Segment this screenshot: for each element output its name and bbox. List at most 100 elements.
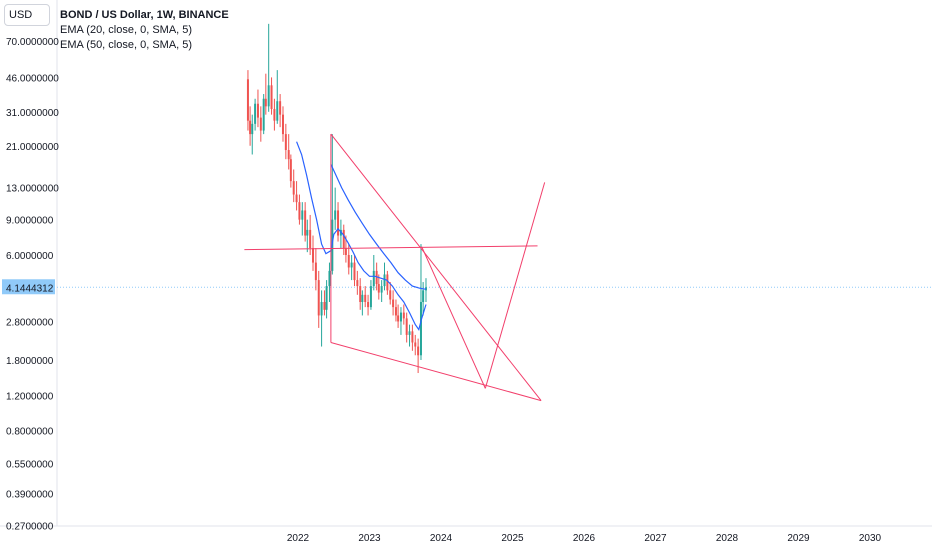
candle-body	[344, 248, 347, 255]
x-tick-label: 2024	[430, 533, 453, 544]
x-tick-label: 2025	[501, 533, 524, 544]
candle-body	[402, 312, 405, 319]
candle-body	[392, 299, 395, 308]
candle-body	[389, 290, 392, 300]
candle-body	[399, 312, 402, 322]
candle-body	[353, 262, 356, 281]
candle-body	[323, 302, 326, 310]
symbol-title[interactable]: BOND / US Dollar, 1W, BINANCE	[60, 9, 229, 21]
candle-body	[320, 302, 323, 316]
last-price-label-bg	[2, 279, 55, 295]
candle-body	[375, 270, 378, 285]
candle-body	[262, 98, 265, 131]
candle-body	[270, 85, 273, 110]
y-tick-label: 9.0000000	[6, 216, 54, 227]
y-tick-label: 2.8000000	[6, 317, 54, 328]
candle-body	[284, 134, 287, 151]
y-tick-label: 13.0000000	[6, 184, 59, 195]
candle-body	[342, 229, 345, 249]
y-tick-label: 1.8000000	[6, 356, 54, 367]
candle-body	[380, 286, 383, 293]
x-tick-label: 2027	[644, 533, 667, 544]
candle-body	[337, 210, 340, 236]
candle-body	[347, 255, 350, 268]
candle-body	[289, 159, 292, 182]
y-tick-label: 0.8000000	[6, 427, 54, 438]
candle-body	[334, 210, 337, 220]
candle-body	[383, 274, 386, 287]
candle-body	[304, 210, 307, 236]
candle-body	[301, 210, 304, 220]
candle-body	[417, 346, 420, 356]
trendline-drawing	[484, 182, 546, 389]
candle-body	[408, 331, 411, 335]
candle-body	[276, 101, 279, 121]
candle-body	[361, 294, 364, 303]
candle-body	[287, 150, 290, 160]
ema50-line	[330, 163, 427, 290]
candle-body	[372, 270, 375, 287]
candle-body	[364, 294, 367, 303]
candle-body	[251, 123, 254, 135]
candle-body	[419, 302, 422, 356]
candle-body	[356, 280, 359, 287]
candle-body	[414, 342, 417, 347]
currency-selector[interactable]: USD	[4, 4, 50, 26]
candle-body	[309, 229, 312, 249]
candle-body	[369, 286, 372, 308]
y-tick-label: 6.0000000	[6, 251, 54, 262]
candle-body	[314, 262, 317, 281]
x-tick-label: 2022	[287, 533, 310, 544]
candle-body	[422, 290, 425, 303]
candle-body	[397, 315, 400, 322]
candle-body	[328, 270, 331, 287]
candle-body	[292, 181, 295, 195]
trendline-drawing	[330, 342, 542, 402]
y-tick-label: 0.2700000	[6, 521, 54, 532]
candle-body	[295, 194, 298, 203]
indicator-ema20-label[interactable]: EMA (20, close, 0, SMA, 5)	[60, 24, 193, 36]
y-tick-label: 21.0000000	[6, 142, 59, 153]
candle-body	[273, 109, 276, 121]
candle-body	[279, 101, 282, 115]
candle-body	[246, 79, 249, 121]
candle-body	[254, 103, 257, 124]
y-tick-label: 46.0000000	[6, 73, 59, 84]
chart-legend: BOND / US Dollar, 1W, BINANCE EMA (20, c…	[60, 8, 229, 53]
trendline-drawing	[330, 133, 542, 401]
candle-body	[317, 280, 320, 316]
candle-body	[350, 262, 353, 268]
candle-body	[411, 331, 414, 343]
x-tick-label: 2029	[787, 533, 810, 544]
candle-body	[267, 85, 270, 107]
x-tick-label: 2023	[358, 533, 381, 544]
y-tick-label: 0.5500000	[6, 459, 54, 470]
trendline-drawing	[421, 246, 486, 389]
trendline-drawing	[244, 245, 538, 251]
y-tick-label: 70.0000000	[6, 37, 59, 48]
x-tick-label: 2026	[573, 533, 596, 544]
candle-body	[405, 318, 408, 335]
candle-body	[256, 103, 259, 118]
candle-body	[281, 114, 284, 135]
indicator-ema50-label[interactable]: EMA (50, close, 0, SMA, 5)	[60, 39, 193, 51]
x-tick-label: 2028	[716, 533, 739, 544]
candle-body	[259, 117, 262, 131]
y-tick-label: 1.2000000	[6, 391, 54, 402]
y-tick-label: 31.0000000	[6, 108, 59, 119]
candle-body	[249, 120, 252, 135]
ema20-line	[296, 141, 427, 332]
x-tick-label: 2030	[859, 533, 882, 544]
candle-body	[386, 274, 389, 291]
candle-body	[312, 248, 315, 263]
candle-body	[367, 302, 370, 308]
candle-body	[325, 286, 328, 310]
candle-body	[298, 202, 301, 220]
candle-body	[359, 286, 362, 303]
y-tick-label: 0.3900000	[6, 489, 54, 500]
candle-body	[377, 284, 380, 293]
candle-body	[264, 98, 267, 107]
candle-body	[306, 229, 309, 236]
